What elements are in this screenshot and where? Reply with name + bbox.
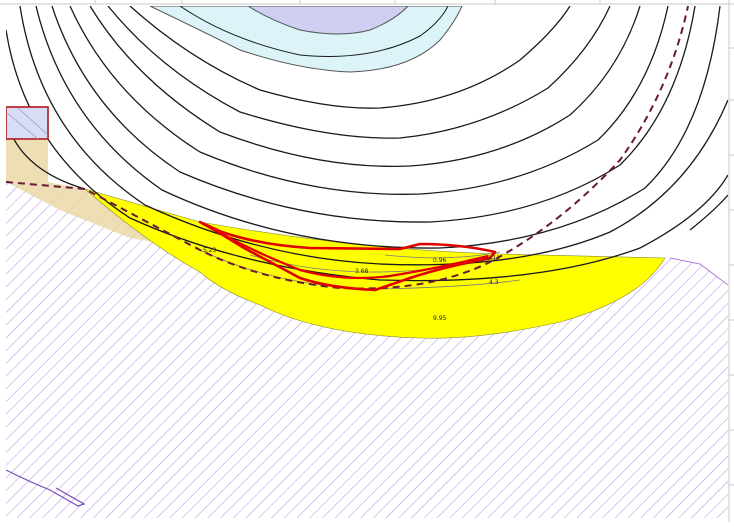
hatched-area-border [669, 257, 728, 286]
zone-label-1: 5.23 [203, 247, 217, 254]
top-ruler [0, 0, 734, 5]
red-box [6, 106, 49, 140]
dashed-boundary [6, 6, 689, 290]
hatched-area [6, 182, 728, 518]
right-ruler [728, 0, 734, 522]
zone-label-5: 4.3 [489, 279, 499, 286]
road-line [6, 469, 86, 507]
zone-label-2: 3.68 [355, 268, 369, 275]
zone-label-6: 9.95 [433, 315, 447, 322]
red-outline-polygon [198, 220, 497, 292]
zone-label-4: 0.11 [487, 255, 501, 262]
zone-label-3: 0.96 [433, 257, 447, 264]
tan-area [6, 140, 200, 250]
zone-labels: 5.23 3.68 0.96 0.11 4.3 9.95 [203, 247, 501, 322]
red-inner-outline [214, 229, 489, 280]
inner-zone-core [247, 6, 409, 35]
